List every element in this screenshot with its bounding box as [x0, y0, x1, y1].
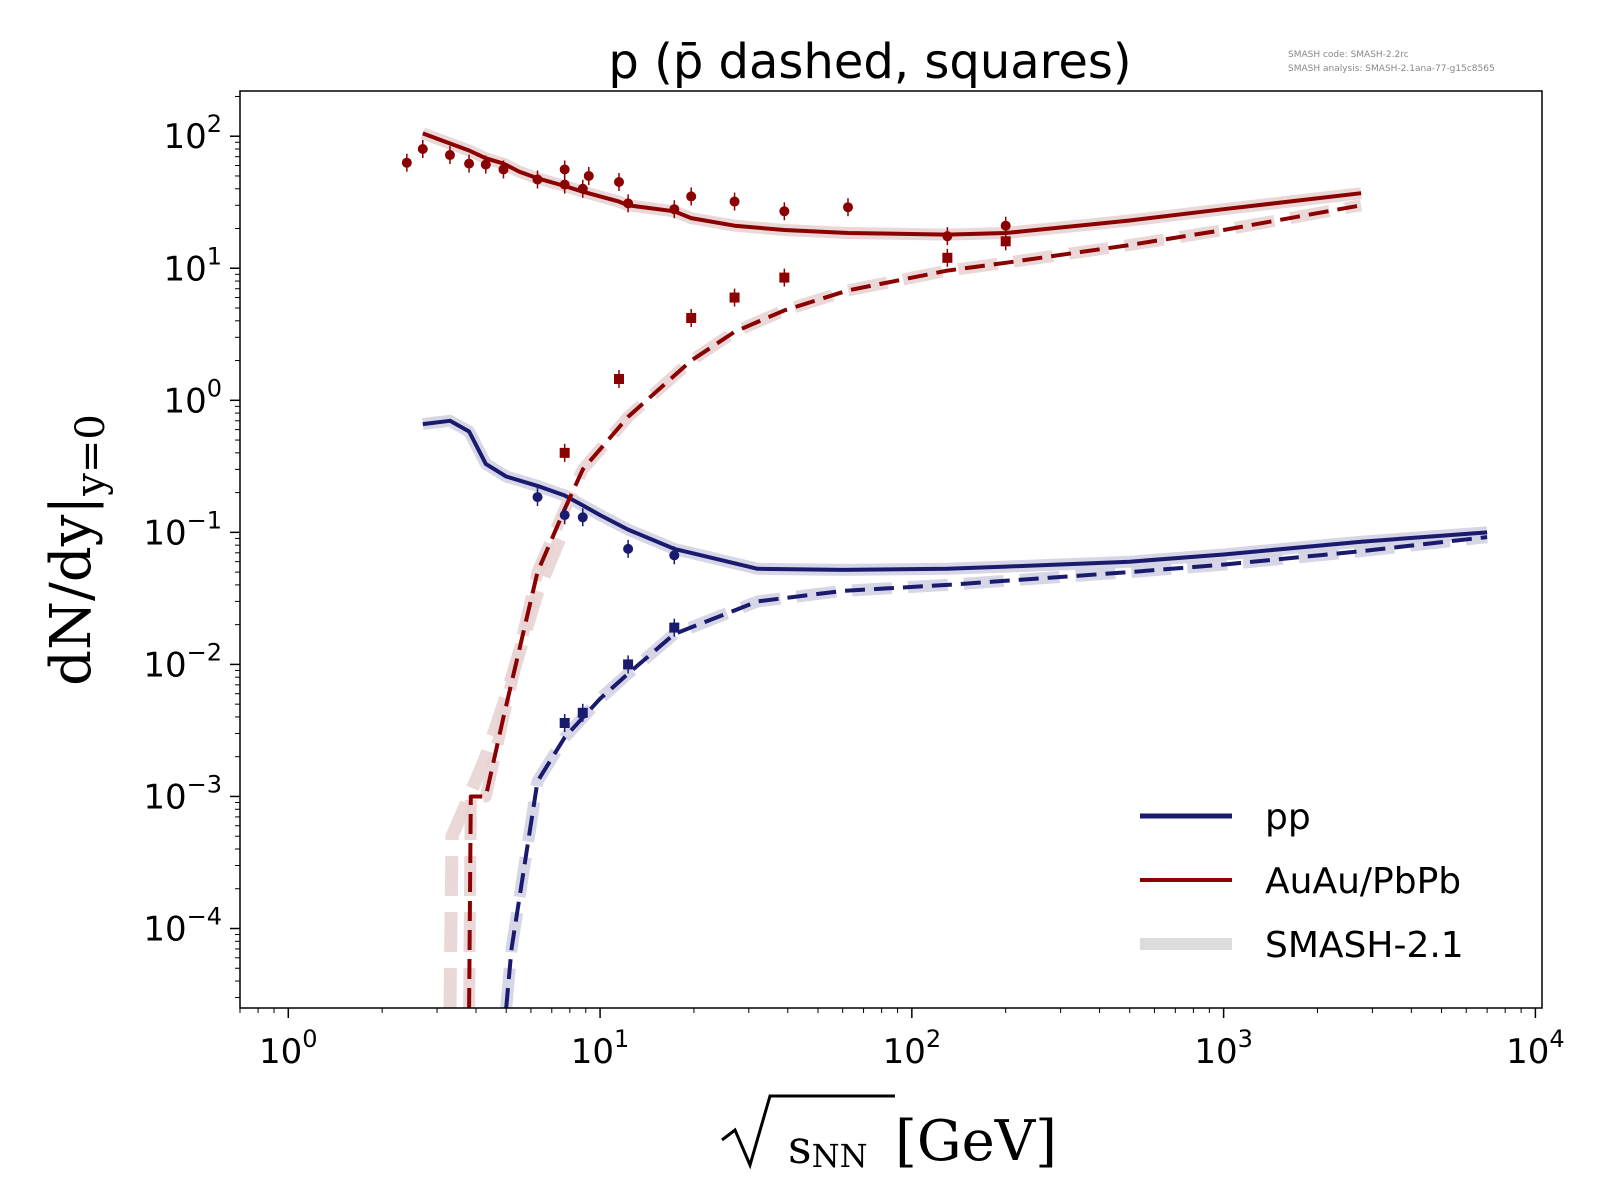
y-tick-label: 10−1	[143, 506, 222, 553]
data-point-square	[559, 447, 570, 458]
data-point-circle	[480, 159, 491, 170]
data-point-square	[669, 622, 680, 633]
data-point-square	[623, 659, 634, 670]
data-point-circle	[779, 206, 790, 217]
x-tick-label: 102	[883, 1025, 942, 1072]
data-point-circle	[842, 202, 853, 213]
data-point-circle	[577, 512, 588, 523]
y-tick-label: 102	[163, 110, 222, 157]
data-point-circle	[444, 150, 455, 161]
y-axis-label-sub: y=0	[68, 414, 114, 497]
data-point-circle	[417, 144, 428, 155]
data-point-circle	[623, 543, 634, 554]
data-point-circle	[401, 157, 412, 168]
data-point-circle	[532, 174, 543, 185]
svg-text:dN/dy|y=0: dN/dy|y=0	[39, 414, 114, 686]
meta-code: SMASH code: SMASH-2.2rc	[1288, 50, 1409, 60]
data-point-circle	[532, 492, 543, 503]
legend-label-smash: SMASH-2.1	[1265, 925, 1464, 966]
y-axis-label: dN/dy|y=0	[39, 414, 114, 686]
axis-ticks: 100 101 102 103 104 102 101 100 10−1 10−2 10−3 10−4	[143, 95, 1565, 1072]
data-point-circle	[729, 196, 740, 207]
data-point-square	[613, 374, 624, 385]
data-point-square	[577, 707, 588, 718]
data-point-circle	[623, 198, 634, 209]
legend-label-pp: pp	[1265, 797, 1311, 838]
data-point-circle	[942, 231, 953, 242]
svg-text:sNN: sNN	[788, 1120, 868, 1175]
y-tick-label: 10−3	[143, 770, 222, 817]
y-tick-label: 101	[163, 242, 222, 289]
x-tick-label: 101	[571, 1025, 630, 1072]
data-point-circle	[464, 158, 475, 169]
data-point-square	[729, 292, 740, 303]
data-point-circle	[559, 510, 570, 521]
x-tick-label: 100	[259, 1025, 318, 1072]
data-point-circle	[669, 550, 680, 561]
chart-title: p (p̄ dashed, squares)	[608, 34, 1131, 90]
data-point-circle	[559, 164, 570, 175]
y-axis-label-main: dN/dy|	[39, 496, 104, 686]
data-point-circle	[498, 164, 509, 175]
y-tick-label: 10−2	[143, 638, 222, 685]
series-line-1	[504, 535, 1488, 1009]
plot-area	[401, 127, 1488, 1009]
x-tick-label: 103	[1194, 1025, 1253, 1072]
series-band-3	[463, 199, 1363, 1009]
series-band-4	[443, 524, 571, 1009]
legend: pp AuAu/PbPb SMASH-2.1	[1140, 797, 1464, 966]
data-point-square	[779, 272, 790, 283]
data-point-square	[686, 313, 697, 324]
data-point-square	[559, 717, 570, 728]
data-point-circle	[686, 191, 697, 202]
plot-frame	[239, 90, 1543, 1009]
y-tick-label: 10−4	[143, 902, 222, 949]
data-point-square	[942, 252, 953, 263]
data-point-square	[1000, 236, 1011, 247]
data-point-circle	[613, 177, 624, 188]
data-point-circle	[577, 183, 588, 194]
svg-text:[GeV]: [GeV]	[895, 1109, 1057, 1174]
data-point-circle	[583, 170, 594, 181]
x-axis-label: sNN [GeV]	[721, 1094, 1057, 1175]
series-band-0	[422, 414, 1488, 576]
y-tick-label: 100	[163, 374, 222, 421]
data-point-circle	[559, 179, 570, 190]
meta-analysis: SMASH analysis: SMASH-2.1ana-77-g15c8565	[1288, 64, 1495, 74]
data-point-circle	[669, 204, 680, 215]
data-point-circle	[1000, 220, 1011, 231]
series-line-0	[422, 418, 1488, 572]
series-line-3	[467, 203, 1362, 1009]
x-tick-label: 104	[1506, 1025, 1565, 1072]
legend-label-aa: AuAu/PbPb	[1265, 861, 1461, 902]
